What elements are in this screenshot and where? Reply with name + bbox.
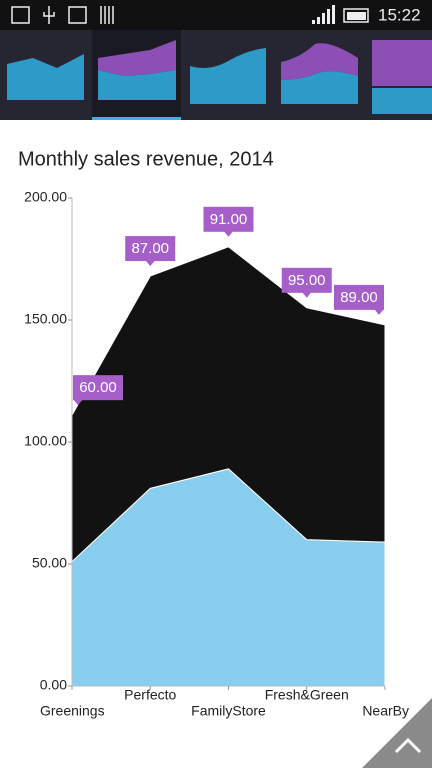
data-label: 95.00 <box>288 272 326 289</box>
data-label-box <box>125 236 176 262</box>
y-tick-label: 150.00 <box>24 311 67 327</box>
status-bar <box>0 0 432 30</box>
x-tick-label: FamilyStore <box>191 703 266 719</box>
data-label-box <box>334 284 384 310</box>
x-tick-label: Greenings <box>40 703 105 719</box>
area <box>71 246 386 563</box>
data-label: 87.00 <box>131 240 169 257</box>
chart: 60.00 87.00 91.00 95.00 89.00 0.00 50.00 100.00… <box>24 189 409 719</box>
data-label: 91.00 <box>210 211 248 228</box>
thumbnails[interactable] <box>7 40 432 114</box>
clock: 15:22 <box>378 5 421 24</box>
selected-indicator <box>92 117 181 120</box>
data-label-pointer <box>301 291 312 298</box>
y-tick-label: 50.00 <box>32 555 67 571</box>
data-label: 60.00 <box>79 379 117 396</box>
data-label-pointer <box>374 308 384 315</box>
data-label-box <box>73 375 123 401</box>
data-label-box <box>281 267 332 293</box>
data-label-pointer <box>73 399 83 406</box>
chart-title: Monthly sales revenue, 2014 <box>18 148 274 170</box>
scroll-top-button[interactable] <box>362 698 432 768</box>
data-label: 89.00 <box>340 289 378 306</box>
data-label-pointer <box>145 260 156 267</box>
y-tick-label: 100.00 <box>24 433 67 449</box>
x-tick-label: Fresh&Green <box>265 687 349 703</box>
y-tick-label: 0.00 <box>40 677 67 693</box>
signal-icon <box>312 5 366 24</box>
x-tick-label: Perfecto <box>124 687 176 703</box>
y-tick-label: 200.00 <box>24 189 67 205</box>
data-label-box <box>203 206 254 232</box>
data-label-pointer <box>223 230 234 237</box>
status-icons <box>11 6 369 24</box>
x-tick-label: NearBy <box>362 703 409 719</box>
chevron-up-icon <box>394 737 422 754</box>
